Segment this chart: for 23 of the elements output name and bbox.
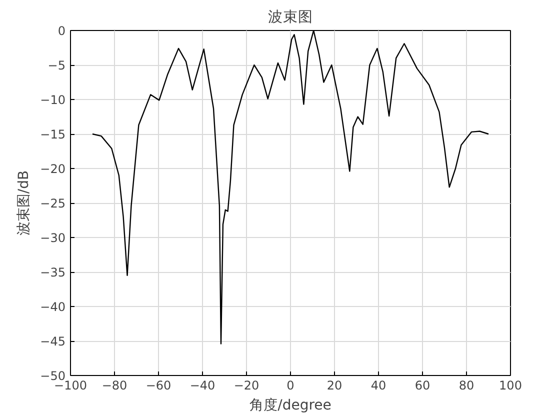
y-tick-label: −15 bbox=[40, 128, 66, 142]
x-tick-label: −60 bbox=[146, 378, 172, 392]
y-tick-label: −35 bbox=[40, 266, 66, 280]
y-tick-label: −5 bbox=[48, 58, 66, 72]
x-tick-label: 20 bbox=[326, 378, 342, 392]
y-tick-label: −40 bbox=[40, 300, 66, 314]
y-tick-label: −10 bbox=[40, 93, 66, 107]
x-tick-label: 40 bbox=[370, 378, 386, 392]
x-tick-label: 100 bbox=[499, 378, 522, 392]
y-tick-label: −20 bbox=[40, 162, 66, 176]
x-tick-label: 60 bbox=[414, 378, 430, 392]
x-tick-label: −40 bbox=[190, 378, 216, 392]
x-tick-label: 80 bbox=[458, 378, 474, 392]
x-tick-label: 0 bbox=[286, 378, 294, 392]
y-axis-title: 波束图/dB bbox=[16, 170, 32, 236]
y-tick-label: −25 bbox=[40, 196, 66, 210]
x-tick-label: −80 bbox=[102, 378, 128, 392]
chart-title: 波束图 bbox=[268, 8, 313, 26]
y-tick-label: 0 bbox=[58, 24, 66, 38]
y-tick-label: −30 bbox=[40, 231, 66, 245]
x-tick-label: −20 bbox=[234, 378, 260, 392]
x-axis-title: 角度/degree bbox=[250, 398, 332, 414]
y-tick-label: −45 bbox=[40, 334, 66, 348]
